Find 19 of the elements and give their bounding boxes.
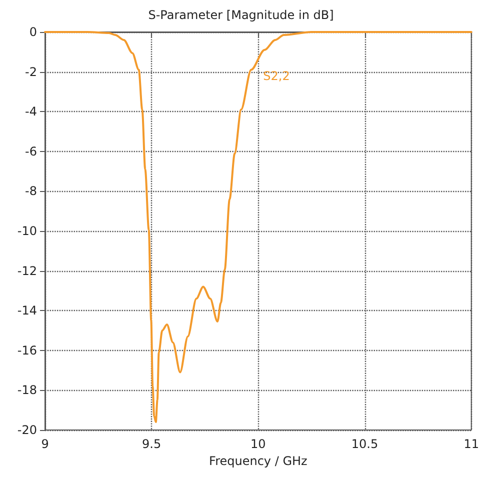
x-tick-label: 9.5 — [142, 437, 162, 451]
x-tick-label: 9 — [41, 437, 49, 451]
x-tick-label: 10.5 — [351, 437, 378, 451]
x-axis-title: Frequency / GHz — [209, 454, 308, 468]
chart-title: S-Parameter [Magnitude in dB] — [148, 8, 334, 22]
y-tick-label: -16 — [17, 343, 37, 358]
y-tick-label: -12 — [17, 264, 37, 278]
x-tick-label: 10 — [250, 437, 266, 451]
y-tick-label: -4 — [25, 104, 37, 119]
y-tick-label: -6 — [25, 144, 37, 158]
y-tick-label: -2 — [25, 64, 37, 79]
y-tick-label: -20 — [17, 423, 37, 437]
x-tick-label: 11 — [464, 437, 480, 451]
y-tick-label: -8 — [25, 184, 37, 198]
series-label: S2,2 — [263, 68, 290, 83]
y-tick-label: -10 — [17, 224, 37, 238]
y-tick-label: 0 — [29, 25, 37, 39]
y-tick-label: -14 — [17, 304, 37, 318]
y-tick-label: -18 — [17, 383, 37, 398]
